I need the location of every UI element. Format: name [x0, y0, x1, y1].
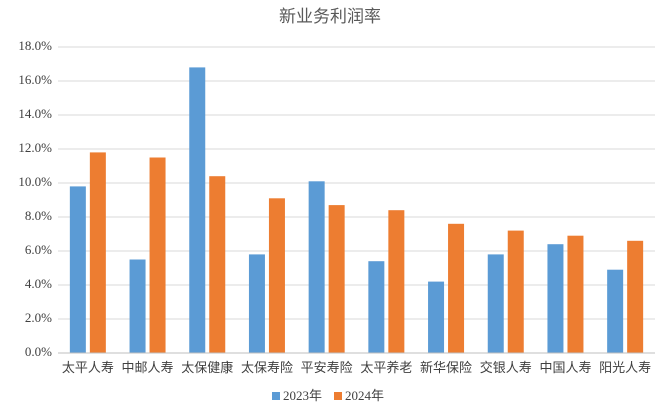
x-tick-label: 太平人寿: [62, 360, 114, 375]
y-tick-label: 4.0%: [25, 276, 52, 291]
legend-swatch: [334, 392, 342, 400]
bar: [69, 186, 86, 353]
bar: [607, 269, 624, 353]
x-tick-label: 中国人寿: [539, 360, 591, 375]
bar: [149, 157, 166, 353]
y-tick-label: 12.0%: [18, 140, 52, 155]
x-tick-label: 中邮人寿: [122, 360, 174, 375]
bar: [428, 281, 445, 353]
x-tick-label: 太平养老: [360, 360, 412, 375]
x-tick-label: 太保健康: [181, 360, 233, 375]
y-tick-label: 6.0%: [25, 242, 52, 257]
bar: [448, 223, 465, 353]
bar: [567, 235, 584, 353]
y-tick-label: 14.0%: [18, 106, 52, 121]
bar: [487, 254, 504, 353]
x-tick-label: 阳光人寿: [599, 360, 651, 375]
legend-swatch: [272, 392, 280, 400]
bar: [547, 244, 564, 353]
x-tick-label: 平安寿险: [301, 360, 353, 375]
y-tick-label: 18.0%: [18, 38, 52, 53]
bar: [189, 67, 206, 354]
x-tick-label: 太保寿险: [241, 360, 293, 375]
bar: [328, 205, 345, 353]
x-tick-label: 交银人寿: [480, 360, 532, 375]
y-tick-label: 8.0%: [25, 208, 52, 223]
bar: [627, 240, 644, 353]
bar: [308, 181, 325, 353]
bar: [248, 254, 265, 353]
bar: [209, 176, 226, 353]
y-tick-label: 16.0%: [18, 72, 52, 87]
bar: [268, 198, 285, 353]
bar: [507, 230, 524, 353]
legend-label: 2024年: [345, 388, 384, 403]
bar: [129, 259, 146, 353]
y-tick-label: 10.0%: [18, 174, 52, 189]
bar: [388, 210, 405, 353]
bar: [368, 261, 385, 353]
chart-title: 新业务利润率: [279, 7, 381, 26]
legend-label: 2023年: [283, 388, 322, 403]
x-tick-label: 新华保险: [420, 360, 472, 375]
bar: [89, 152, 106, 353]
y-tick-label: 2.0%: [25, 310, 52, 325]
y-tick-label: 0.0%: [25, 344, 52, 359]
